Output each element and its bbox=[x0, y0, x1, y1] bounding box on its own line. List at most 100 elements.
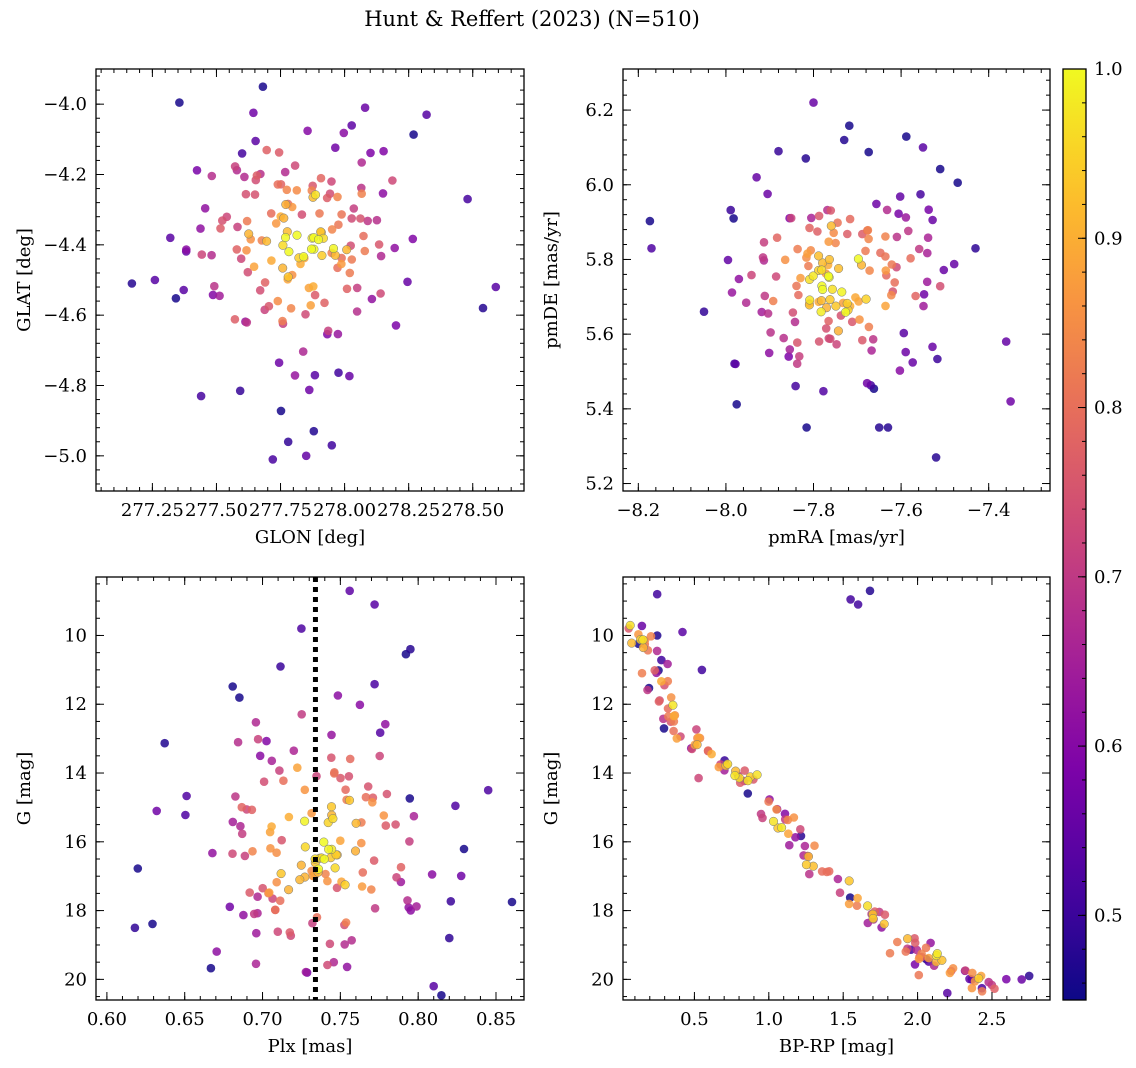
data-point bbox=[652, 646, 662, 656]
data-point bbox=[895, 366, 905, 375]
data-point bbox=[406, 644, 415, 654]
data-point bbox=[333, 329, 343, 339]
data-point bbox=[301, 967, 311, 977]
data-point bbox=[351, 818, 361, 828]
data-point bbox=[248, 847, 257, 856]
data-point bbox=[771, 272, 781, 281]
data-point bbox=[316, 173, 326, 183]
data-point bbox=[790, 317, 800, 327]
data-point bbox=[707, 749, 716, 759]
data-point bbox=[340, 880, 350, 890]
data-point bbox=[842, 298, 852, 308]
data-point bbox=[804, 261, 813, 271]
data-point bbox=[456, 871, 466, 881]
data-point bbox=[732, 400, 741, 409]
data-point bbox=[883, 423, 893, 432]
data-point bbox=[669, 711, 679, 721]
data-point bbox=[853, 254, 863, 264]
data-point bbox=[785, 345, 795, 354]
data-point bbox=[215, 291, 224, 301]
data-point bbox=[284, 812, 294, 822]
data-point bbox=[919, 301, 928, 311]
data-point bbox=[791, 381, 800, 391]
data-point bbox=[881, 252, 890, 261]
data-point bbox=[729, 214, 738, 223]
colorbar-tick-label: 0.9 bbox=[1094, 228, 1123, 249]
data-point bbox=[236, 821, 245, 831]
data-point bbox=[324, 844, 334, 854]
data-point bbox=[833, 874, 843, 884]
x-axis-label: GLON [deg] bbox=[255, 527, 365, 548]
data-point bbox=[350, 846, 361, 856]
data-point bbox=[218, 216, 227, 225]
data-point bbox=[743, 789, 753, 798]
data-point bbox=[446, 897, 456, 906]
data-point bbox=[241, 189, 251, 199]
y-tick-label: −5.0 bbox=[43, 446, 87, 467]
data-point bbox=[231, 792, 240, 801]
x-tick-label: 2.0 bbox=[903, 1009, 932, 1030]
data-point bbox=[331, 143, 340, 152]
data-point bbox=[333, 192, 342, 202]
data-point bbox=[328, 243, 339, 254]
y-tick-label: 6.0 bbox=[585, 175, 614, 196]
data-point bbox=[230, 315, 240, 324]
data-point bbox=[663, 659, 672, 669]
y-axis-label: pmDE [mas/yr] bbox=[541, 211, 562, 349]
data-point bbox=[808, 271, 818, 281]
data-point bbox=[310, 190, 321, 200]
x-tick-label: 277.25 bbox=[121, 500, 184, 521]
data-point bbox=[347, 121, 357, 130]
data-point bbox=[961, 966, 970, 975]
y-tick-label: 5.6 bbox=[585, 324, 614, 345]
data-point bbox=[796, 273, 805, 283]
data-point bbox=[451, 801, 460, 811]
data-point bbox=[279, 213, 289, 223]
data-point bbox=[902, 132, 911, 141]
data-point bbox=[240, 851, 250, 861]
data-point bbox=[816, 296, 826, 306]
data-point bbox=[327, 225, 337, 234]
y-tick-label: 12 bbox=[591, 694, 614, 715]
data-point bbox=[910, 938, 920, 948]
data-point bbox=[341, 785, 350, 794]
data-point bbox=[323, 326, 333, 336]
data-point bbox=[916, 190, 925, 199]
data-point bbox=[258, 82, 268, 91]
data-point bbox=[305, 385, 314, 395]
data-point bbox=[290, 371, 300, 380]
data-point bbox=[855, 315, 864, 324]
data-point bbox=[127, 279, 137, 288]
data-point bbox=[357, 882, 367, 891]
x-tick-label: 277.50 bbox=[185, 500, 248, 521]
data-point bbox=[822, 867, 832, 877]
scatter-points bbox=[127, 82, 501, 464]
data-point bbox=[865, 586, 875, 596]
data-point bbox=[347, 936, 357, 945]
data-point bbox=[347, 214, 357, 223]
data-point bbox=[726, 205, 735, 215]
axes-frame bbox=[95, 576, 525, 1001]
data-point bbox=[862, 378, 872, 388]
data-point bbox=[359, 231, 368, 241]
data-point bbox=[803, 249, 812, 258]
x-tick-label: 0.5 bbox=[680, 1009, 709, 1030]
data-point bbox=[290, 161, 300, 170]
data-point bbox=[271, 905, 280, 915]
data-point bbox=[949, 259, 959, 269]
data-point bbox=[327, 177, 336, 186]
data-point bbox=[867, 346, 876, 355]
data-point bbox=[935, 281, 945, 291]
data-point bbox=[233, 737, 243, 747]
data-point bbox=[801, 860, 811, 870]
data-point bbox=[266, 844, 275, 853]
data-point bbox=[853, 600, 863, 609]
y-axis-label: G [mag] bbox=[541, 752, 562, 825]
data-point bbox=[374, 240, 384, 249]
data-point bbox=[320, 298, 329, 308]
data-point bbox=[381, 719, 390, 729]
data-point bbox=[408, 234, 418, 244]
data-point bbox=[235, 693, 244, 702]
x-tick-label: 1.5 bbox=[829, 1009, 858, 1030]
data-point bbox=[228, 849, 237, 858]
